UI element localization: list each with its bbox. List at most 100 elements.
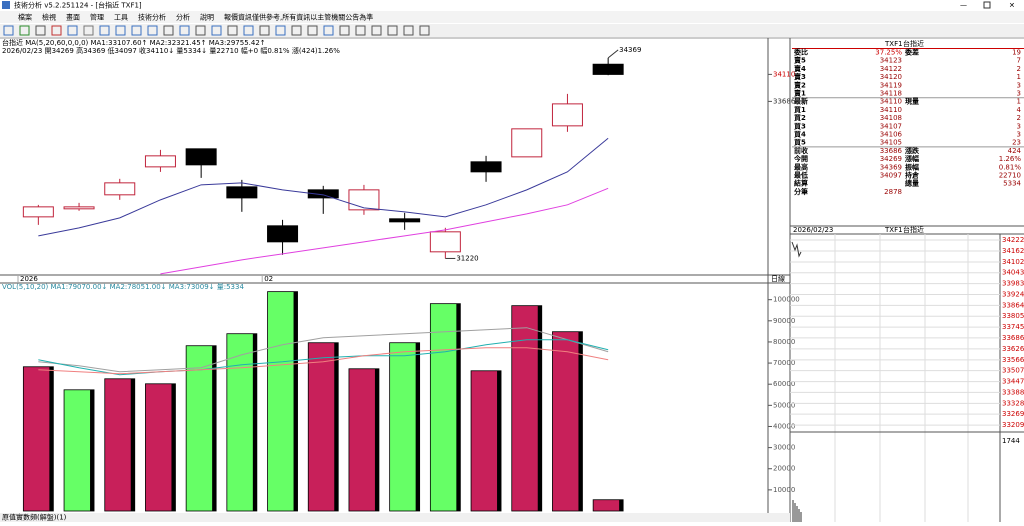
quote-value: 2 (1017, 114, 1021, 122)
toolbar-button[interactable] (195, 25, 206, 36)
toolbar-button[interactable] (387, 25, 398, 36)
menu-item[interactable]: 報價資訊僅供參考,所有資訊以主管機關公告為準 (224, 13, 373, 22)
toolbar-button[interactable] (403, 25, 414, 36)
quote-label: 委差 (904, 48, 919, 57)
toolbar-button[interactable] (355, 25, 366, 36)
title-bar (0, 0, 1024, 11)
quote-value: 3 (1017, 81, 1021, 89)
menu-item[interactable]: 分析 (176, 13, 190, 22)
toolbar-button[interactable] (211, 25, 222, 36)
menu-item[interactable]: 畫面 (66, 13, 80, 22)
volume-bar-edge (619, 499, 624, 511)
quote-value: 3 (1017, 90, 1021, 98)
toolbar-button[interactable] (99, 25, 110, 36)
volume-bar-edge (49, 366, 54, 511)
volume-bar (63, 389, 95, 512)
x-tick-label: 02 (264, 275, 273, 283)
volume-bar-edge (90, 389, 95, 511)
volume-bar (348, 368, 380, 512)
intraday-header: 2026/02/23 (793, 226, 833, 234)
toolbar-button[interactable] (19, 25, 30, 36)
volume-bar-edge (252, 333, 257, 511)
y-tick-label: 33507 (1002, 367, 1024, 375)
quote-value: 19 (1012, 49, 1021, 57)
toolbar-button[interactable] (51, 25, 62, 36)
toolbar-button[interactable] (323, 25, 334, 36)
quote-value: 3 (1017, 122, 1021, 130)
y-tick-label: 1744 (1002, 437, 1020, 445)
candle-body (511, 128, 543, 158)
app-icon (2, 1, 10, 9)
quote-label: 買2 (793, 113, 806, 122)
menu-item[interactable]: 管理 (90, 13, 104, 22)
toolbar-button[interactable] (371, 25, 382, 36)
y-tick-label: 70000 (773, 359, 795, 367)
quote-value: 3 (1017, 131, 1021, 139)
toolbar-button[interactable] (131, 25, 142, 36)
volume-bar (592, 499, 624, 512)
chart-title: 台指近 MA(5,20,60,0,0,0) MA1:33107.60↑ MA2:… (2, 38, 266, 47)
toolbar-button[interactable] (291, 25, 302, 36)
candle-body (267, 225, 299, 243)
volume-title: VOL(5,10,20) MA1:79070.00↓ MA2:78051.00↓… (2, 283, 244, 291)
toolbar-button[interactable] (83, 25, 94, 36)
quote-header: 台指近 (903, 39, 924, 48)
toolbar-button[interactable] (3, 25, 14, 36)
minimize[interactable]: — (960, 2, 967, 10)
volume-bar-edge (374, 368, 379, 511)
volume-bar (389, 342, 421, 512)
toolbar-button[interactable] (35, 25, 46, 36)
y-tick-label: 33209 (1002, 421, 1024, 429)
quote-label: 振幅 (905, 162, 919, 171)
y-tick-label: 40000 (773, 422, 795, 430)
toolbar-icons (3, 25, 430, 36)
toolbar-button[interactable] (419, 25, 430, 36)
quote-value: 34118 (880, 90, 902, 98)
quote-label: 賣2 (793, 80, 806, 89)
y-tick-label: 20000 (773, 465, 795, 473)
y-tick-label: 80000 (773, 338, 795, 346)
y-tick-label: 33745 (1002, 323, 1024, 331)
quote-value: 33686 (880, 147, 903, 155)
y-tick-label: 33626 (1002, 345, 1024, 353)
toolbar-button[interactable] (115, 25, 126, 36)
toolbar-button[interactable] (147, 25, 158, 36)
menu-item[interactable]: 檔案 (18, 13, 32, 22)
chart-subtitle: 2026/02/23 開34269 高34369 低34097 收34110↓ … (2, 46, 340, 55)
ma-line (160, 187, 609, 275)
quote-label: 漲幅 (905, 154, 919, 163)
quote-label: 今開 (793, 154, 808, 163)
maximize[interactable] (983, 1, 991, 9)
quote-label: 現量 (905, 97, 919, 106)
quote-value: 34119 (880, 81, 902, 89)
y-tick-label: 33566 (1002, 356, 1024, 364)
annotation-label: 34369 (619, 46, 641, 54)
close[interactable]: ✕ (1009, 2, 1015, 10)
toolbar-button[interactable] (179, 25, 190, 36)
quote-value: 4 (1017, 106, 1022, 114)
y-tick-label: 34043 (1002, 269, 1024, 277)
toolbar-button[interactable] (227, 25, 238, 36)
volume-bar (226, 333, 258, 512)
toolbar-button[interactable] (259, 25, 270, 36)
quote-value: 34105 (880, 139, 902, 147)
volume-bar (429, 303, 461, 512)
toolbar-button[interactable] (243, 25, 254, 36)
menu-item[interactable]: 工具 (114, 14, 128, 22)
volume-bar (267, 291, 298, 512)
menu-item[interactable]: 檢視 (42, 13, 56, 22)
toolbar-button[interactable] (339, 25, 350, 36)
toolbar-button[interactable] (275, 25, 286, 36)
y-tick-label: 100000 (773, 296, 800, 304)
menu-item[interactable]: 技術分析 (138, 13, 166, 22)
quote-value: 34120 (880, 73, 902, 81)
toolbar-button[interactable] (307, 25, 318, 36)
quote-value: 23 (1012, 139, 1021, 147)
menu-item[interactable]: 說明 (200, 13, 214, 22)
toolbar-button[interactable] (163, 25, 174, 36)
toolbar-button[interactable] (67, 25, 78, 36)
window-title: 技術分析 v5.2.251124 - [台指近 TXF1] (14, 1, 142, 10)
candle-body (104, 182, 136, 196)
quote-label: 漲跌 (905, 146, 920, 155)
